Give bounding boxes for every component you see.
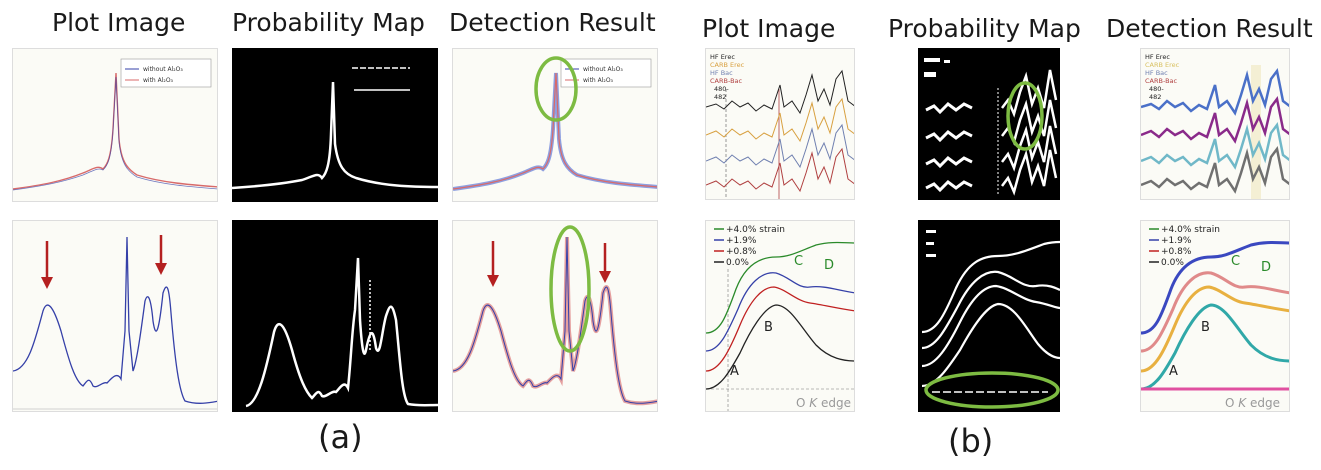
a-top-detection-result: without Al₂O₃ with Al₂O₃ bbox=[452, 48, 658, 202]
b-top-highlight-ellipse bbox=[1006, 81, 1044, 151]
b-top-plot-image: HF Erec CARB Erec HF Bac CARB-Bac 480- 4… bbox=[705, 48, 855, 200]
a-bottom-plot-svg bbox=[13, 235, 217, 410]
header-b-detection-result: Detection Result bbox=[1106, 14, 1313, 43]
b-top-prob-svg bbox=[924, 58, 1058, 196]
b-peak-b: B bbox=[764, 320, 773, 335]
b-peak-a: A bbox=[730, 364, 739, 379]
b-bottom-highlight-ellipse bbox=[924, 371, 1060, 409]
a-legend-line2: with Al₂O₃ bbox=[143, 77, 174, 84]
b-top-plot-svg: HF Erec CARB Erec HF Bac CARB-Bac 480- 4… bbox=[706, 53, 854, 199]
b-det-peak-d: D bbox=[1261, 260, 1271, 275]
b-legend-482: 482 bbox=[714, 93, 726, 101]
b-bottom-prob-svg bbox=[921, 230, 1060, 409]
a-bottom-prob-svg bbox=[245, 257, 438, 408]
a-top-prob-svg bbox=[232, 67, 438, 190]
b-peak-d: D bbox=[824, 258, 834, 273]
a-bottom-probability-map bbox=[232, 220, 438, 412]
b-legend-strain-08: +0.8% bbox=[726, 247, 757, 257]
b-det-legend-strain-4: +4.0% strain bbox=[1161, 225, 1220, 235]
b-legend-strain-4: +4.0% strain bbox=[726, 225, 785, 235]
b-bottom-detection-result: +4.0% strain +1.9% +0.8% 0.0% A B C D O … bbox=[1140, 220, 1290, 412]
header-b-plot-image: Plot Image bbox=[702, 14, 836, 43]
header-a-detection-result: Detection Result bbox=[449, 8, 656, 37]
a-top-det-svg: without Al₂O₃ with Al₂O₃ bbox=[453, 56, 657, 191]
b-det-legend-hf-bac: HF Bac bbox=[1145, 69, 1168, 77]
a-top-probability-map bbox=[232, 48, 438, 202]
b-det-legend-carb-erec: CARB Erec bbox=[1145, 61, 1180, 69]
sublabel-a: (a) bbox=[318, 418, 363, 456]
a-top-highlight-ellipse bbox=[534, 56, 578, 122]
b-legend-carb-bac: CARB-Bac bbox=[710, 77, 743, 85]
a-bottom-det-svg bbox=[453, 225, 657, 406]
b-det-legend-hf-erec: HF Erec bbox=[1145, 53, 1170, 61]
sublabel-b: (b) bbox=[948, 422, 994, 460]
b-legend-strain-19: +1.9% bbox=[726, 236, 757, 246]
b-edge-label: O K edge bbox=[796, 396, 851, 410]
a-bottom-detection-result bbox=[452, 220, 658, 412]
b-det-peak-c: C bbox=[1231, 254, 1240, 269]
b-bottom-plot-svg: +4.0% strain +1.9% +0.8% 0.0% A B C D O … bbox=[706, 225, 854, 411]
b-det-peak-b: B bbox=[1201, 320, 1210, 335]
a-det-legend-line1: without Al₂O₃ bbox=[583, 66, 623, 73]
header-b-probability-map: Probability Map bbox=[888, 14, 1081, 43]
b-det-legend-482: 482 bbox=[1149, 93, 1161, 101]
b-legend-hf-erec: HF Erec bbox=[710, 53, 735, 61]
a-bottom-highlight-ellipse bbox=[549, 225, 591, 353]
b-peak-c: C bbox=[794, 254, 803, 269]
b-det-legend-carb-bac: CARB-Bac bbox=[1145, 77, 1178, 85]
b-det-legend-strain-08: +0.8% bbox=[1161, 247, 1192, 257]
b-top-detection-result: HF Erec CARB Erec HF Bac CARB-Bac 480- 4… bbox=[1140, 48, 1290, 200]
b-bottom-plot-image: +4.0% strain +1.9% +0.8% 0.0% A B C D O … bbox=[705, 220, 855, 412]
a-det-legend-line2: with Al₂O₃ bbox=[583, 77, 614, 84]
a-legend-line1: without Al₂O₃ bbox=[143, 66, 183, 73]
b-top-probability-map bbox=[918, 48, 1060, 200]
b-legend-hf-bac: HF Bac bbox=[710, 69, 733, 77]
a-top-plot-image: without Al₂O₃ with Al₂O₃ bbox=[12, 48, 218, 202]
b-det-legend-480: 480- bbox=[1149, 85, 1164, 93]
b-bottom-probability-map bbox=[918, 220, 1060, 412]
b-legend-strain-0: 0.0% bbox=[726, 258, 749, 268]
b-legend-480: 480- bbox=[714, 85, 729, 93]
header-a-probability-map: Probability Map bbox=[232, 8, 425, 37]
b-det-peak-a: A bbox=[1169, 364, 1178, 379]
a-bottom-plot-image bbox=[12, 220, 218, 412]
b-det-legend-strain-0: 0.0% bbox=[1161, 258, 1184, 268]
b-det-legend-strain-19: +1.9% bbox=[1161, 236, 1192, 246]
b-top-det-svg: HF Erec CARB Erec HF Bac CARB-Bac 480- 4… bbox=[1141, 53, 1289, 199]
b-bottom-det-svg: +4.0% strain +1.9% +0.8% 0.0% A B C D O … bbox=[1141, 225, 1289, 410]
header-a-plot-image: Plot Image bbox=[52, 8, 186, 37]
a-top-plot-svg: without Al₂O₃ with Al₂O₃ bbox=[13, 58, 217, 191]
b-det-edge-label: O K edge bbox=[1225, 396, 1280, 410]
b-legend-carb-erec: CARB Erec bbox=[710, 61, 745, 69]
